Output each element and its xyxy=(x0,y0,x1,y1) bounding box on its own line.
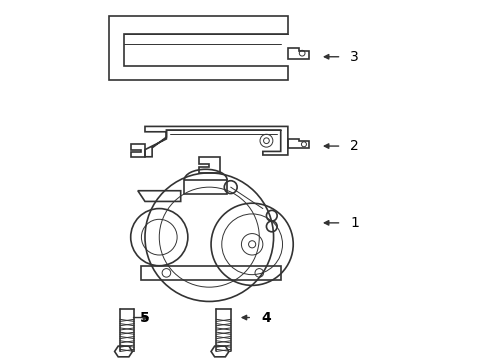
Text: 1: 1 xyxy=(350,216,359,230)
Text: 4: 4 xyxy=(261,311,271,324)
Text: 2: 2 xyxy=(350,139,359,153)
Text: 5: 5 xyxy=(140,311,149,324)
Text: 3: 3 xyxy=(350,50,359,64)
